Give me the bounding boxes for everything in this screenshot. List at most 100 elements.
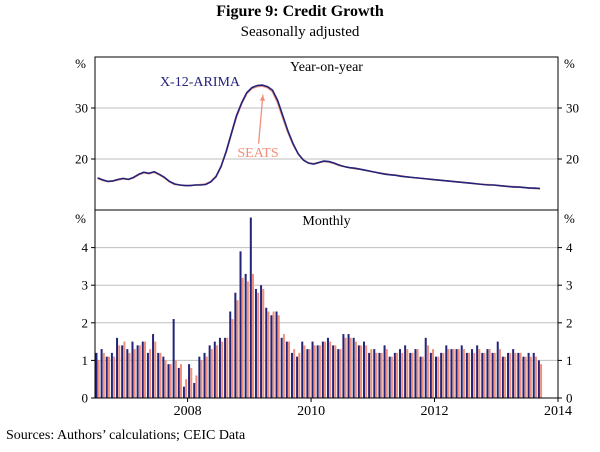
bar-seats	[457, 349, 460, 398]
bar-seats	[128, 352, 131, 398]
bar-x12	[136, 345, 139, 398]
bar-seats	[118, 345, 121, 398]
bar-seats	[380, 352, 383, 398]
bar-seats	[190, 367, 193, 398]
bar-x12	[409, 352, 412, 398]
bar-seats	[385, 349, 388, 398]
bar-x12	[290, 352, 293, 398]
bar-x12	[404, 345, 407, 398]
bar-seats	[210, 349, 213, 398]
bar-x12	[496, 341, 499, 398]
bar-x12	[419, 356, 422, 398]
bar-x12	[218, 337, 221, 398]
bar-seats	[519, 352, 522, 398]
bar-x12	[172, 319, 175, 398]
bar-seats	[462, 349, 465, 398]
bar-x12	[311, 341, 314, 398]
bar-x12	[527, 352, 530, 398]
bar-x12	[249, 217, 252, 398]
bar-x12	[285, 341, 288, 398]
bar-seats	[231, 319, 234, 398]
bar-seats	[360, 345, 363, 398]
bar-seats	[267, 311, 270, 398]
bar-seats	[509, 352, 512, 398]
bar-x12	[383, 345, 386, 398]
bar-seats	[529, 356, 532, 398]
bar-seats	[442, 352, 445, 398]
bar-x12	[476, 345, 479, 398]
bar-x12	[198, 356, 201, 398]
bar-x12	[388, 356, 391, 398]
bar-x12	[141, 341, 144, 398]
annotation-arrowhead	[259, 94, 265, 101]
bar-x12	[429, 352, 432, 398]
bar-seats	[344, 337, 347, 398]
bar-x12	[424, 337, 427, 398]
bar-seats	[164, 360, 167, 398]
bar-x12	[260, 285, 263, 398]
annotation-seats: SEATS	[237, 146, 279, 161]
bar-x12	[224, 337, 227, 398]
bar-seats	[524, 356, 527, 398]
bar-x12	[270, 315, 273, 398]
bar-seats	[498, 349, 501, 398]
bar-x12	[239, 251, 242, 398]
bar-x12	[95, 352, 98, 398]
unit-label: %	[75, 56, 86, 71]
series-line-seats	[97, 85, 540, 190]
bar-seats	[246, 281, 249, 398]
y-tick-label: 1	[82, 353, 89, 368]
bar-x12	[512, 349, 515, 398]
bar-x12	[393, 352, 396, 398]
bar-seats	[169, 364, 172, 398]
panel-border-bottom	[94, 209, 559, 399]
annotation-x12-arima: X-12-ARIMA	[159, 75, 241, 90]
bar-seats	[514, 352, 517, 398]
y-tick-label: 1	[566, 353, 573, 368]
bar-x12	[460, 345, 463, 398]
y-tick-label: 0	[82, 391, 89, 406]
unit-label: %	[564, 56, 575, 71]
bar-seats	[370, 349, 373, 398]
y-tick-label: 30	[75, 101, 88, 116]
bar-seats	[159, 352, 162, 398]
bar-seats	[452, 349, 455, 398]
bar-x12	[537, 360, 540, 398]
bar-x12	[517, 352, 520, 398]
bar-x12	[152, 334, 155, 398]
bar-x12	[296, 356, 299, 398]
bar-x12	[131, 341, 134, 398]
bar-seats	[468, 352, 471, 398]
bar-seats	[540, 364, 543, 398]
bar-seats	[488, 349, 491, 398]
bar-seats	[303, 345, 306, 398]
bar-seats	[329, 341, 332, 398]
bar-seats	[185, 379, 188, 398]
bar-x12	[316, 345, 319, 398]
unit-label: %	[564, 211, 575, 226]
bar-seats	[504, 356, 507, 398]
bar-seats	[493, 352, 496, 398]
bar-x12	[167, 364, 170, 398]
bar-x12	[188, 364, 191, 398]
bar-x12	[177, 367, 180, 398]
bar-seats	[390, 356, 393, 398]
figure-title: Figure 9: Credit Growth	[216, 3, 384, 20]
y-tick-label: 4	[82, 240, 89, 255]
bar-seats	[437, 356, 440, 398]
bar-x12	[491, 352, 494, 398]
bar-x12	[234, 292, 237, 398]
bar-seats	[313, 345, 316, 398]
bar-x12	[213, 341, 216, 398]
bar-x12	[337, 349, 340, 398]
bar-seats	[262, 288, 265, 398]
bar-x12	[116, 337, 119, 398]
bar-seats	[102, 352, 105, 398]
x-tick-label: 2008	[174, 404, 202, 419]
bar-seats	[236, 300, 239, 398]
bar-x12	[352, 337, 355, 398]
y-tick-label: 30	[566, 101, 579, 116]
bar-x12	[414, 349, 417, 398]
bar-seats	[143, 341, 146, 398]
